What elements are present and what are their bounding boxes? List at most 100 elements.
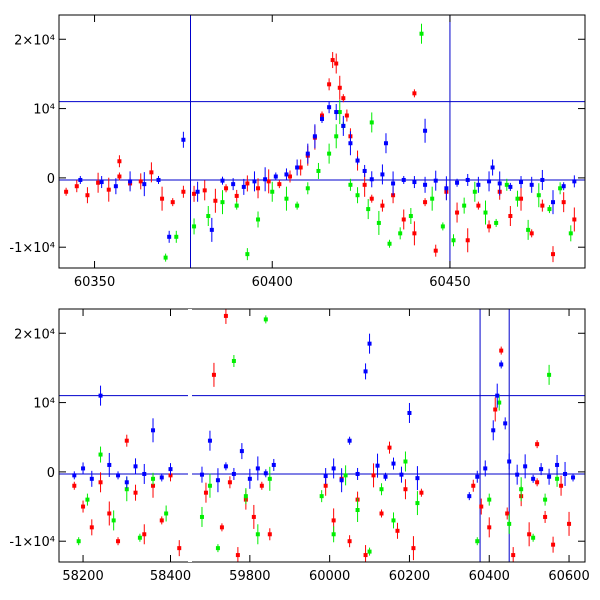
top-green-point xyxy=(256,217,261,222)
bottom-blue-point xyxy=(116,473,121,478)
bottom-red-point xyxy=(379,511,384,516)
top-green-point xyxy=(494,220,499,225)
top-blue-point xyxy=(423,182,428,187)
top-red-point xyxy=(256,186,261,191)
bottom-blue-point xyxy=(168,467,173,472)
top-green-point xyxy=(526,227,531,232)
top-green-point xyxy=(220,200,225,205)
top-green-point xyxy=(440,224,445,229)
top-red-point xyxy=(401,217,406,222)
top-blue-point xyxy=(312,134,317,139)
bottom-xtick-label: 59800 xyxy=(229,569,270,584)
bottom-blue-point xyxy=(415,476,420,481)
top-red-point xyxy=(117,174,122,179)
bottom-red-point xyxy=(107,511,112,516)
bottom-blue-point xyxy=(107,462,112,467)
bottom-plot-area-left xyxy=(59,385,188,557)
top-green-point xyxy=(305,186,310,191)
bottom-red-point xyxy=(227,480,232,485)
top-panel: 60350 60400 60450 2×10⁴ 10⁴ 0 -1×10⁴ xyxy=(9,14,586,290)
top-blue-point xyxy=(113,184,118,189)
top-blue-point xyxy=(156,177,161,182)
bottom-blue-point xyxy=(271,462,276,467)
bottom-blue-point xyxy=(81,466,86,471)
bottom-green-point xyxy=(355,508,360,513)
top-red-point xyxy=(64,189,69,194)
bottom-red-point xyxy=(211,372,216,377)
top-blue-point xyxy=(561,184,566,189)
bottom-red-point xyxy=(527,532,532,537)
bottom-blue-point xyxy=(215,478,220,483)
top-blue-point xyxy=(572,179,577,184)
top-red-point xyxy=(476,203,481,208)
bottom-red-point xyxy=(551,542,556,547)
top-red-point xyxy=(330,58,335,63)
top-plot-area xyxy=(59,15,585,268)
bottom-blue-point xyxy=(523,464,528,469)
bottom-red-point xyxy=(347,539,352,544)
top-red-point xyxy=(540,203,545,208)
bottom-axes: 58200 58400 59800 60000 60200 60400 60600 2×10⁴… xyxy=(9,309,590,584)
bottom-red-point xyxy=(116,539,121,544)
bottom-green-point xyxy=(151,476,156,481)
bottom-blue-point xyxy=(355,471,360,476)
top-ytick-label: 10⁴ xyxy=(33,103,55,118)
top-green-point xyxy=(462,203,467,208)
bottom-green-point xyxy=(519,487,524,492)
top-green-point xyxy=(234,203,239,208)
top-red-point xyxy=(213,198,218,203)
top-blue-point xyxy=(341,123,346,128)
bottom-red-point xyxy=(471,483,476,488)
top-blue-point xyxy=(362,168,367,173)
top-red-point xyxy=(572,217,577,222)
bottom-xtick-label: 58200 xyxy=(62,569,103,584)
bottom-red-point xyxy=(323,483,328,488)
bottom-xtick-label: 60400 xyxy=(469,569,510,584)
top-green-point xyxy=(355,193,360,198)
top-green-point xyxy=(504,182,509,187)
top-red-point xyxy=(181,189,186,194)
top-blue-point xyxy=(263,177,268,182)
bottom-blue-point xyxy=(124,480,129,485)
bottom-blue-point xyxy=(98,393,103,398)
top-red-point xyxy=(138,179,143,184)
top-green-point xyxy=(174,234,179,239)
bottom-green-point xyxy=(531,535,536,540)
bottom-blue-point xyxy=(239,449,244,454)
top-green-point xyxy=(245,252,250,257)
top-blue-point xyxy=(334,110,339,115)
bottom-blue-point xyxy=(72,473,77,478)
top-red-point xyxy=(487,224,492,229)
top-blue-point xyxy=(529,182,534,187)
top-blue-point xyxy=(252,179,257,184)
bottom-blue-point xyxy=(503,421,508,426)
top-red-point xyxy=(106,187,111,192)
top-blue-point xyxy=(380,172,385,177)
top-green-point xyxy=(366,207,371,212)
top-green-point xyxy=(387,241,392,246)
top-red-point xyxy=(245,181,250,186)
bottom-blue-point xyxy=(507,459,512,464)
bottom-blue-point xyxy=(367,341,372,346)
bottom-ytick-label: 0 xyxy=(47,466,55,481)
top-green-point xyxy=(547,207,552,212)
bottom-red-point xyxy=(511,553,516,558)
top-green-point xyxy=(163,255,168,260)
top-green-point xyxy=(515,196,520,201)
bottom-green-point xyxy=(379,487,384,492)
top-ytick-label: 0 xyxy=(47,172,55,187)
top-blue-point xyxy=(273,174,278,179)
top-blue-point xyxy=(391,181,396,186)
bottom-blue-point xyxy=(331,466,336,471)
top-blue-point xyxy=(487,179,492,184)
top-red-point xyxy=(266,179,271,184)
bottom-blue-point xyxy=(539,467,544,472)
bottom-xtick-label: 60200 xyxy=(389,569,430,584)
top-blue-point xyxy=(423,128,428,133)
top-red-point xyxy=(192,191,197,196)
bottom-blue-point xyxy=(467,494,472,499)
bottom-red-point xyxy=(219,525,224,530)
bottom-red-point xyxy=(133,490,138,495)
bottom-red-point xyxy=(235,553,240,558)
top-blue-point xyxy=(412,180,417,185)
